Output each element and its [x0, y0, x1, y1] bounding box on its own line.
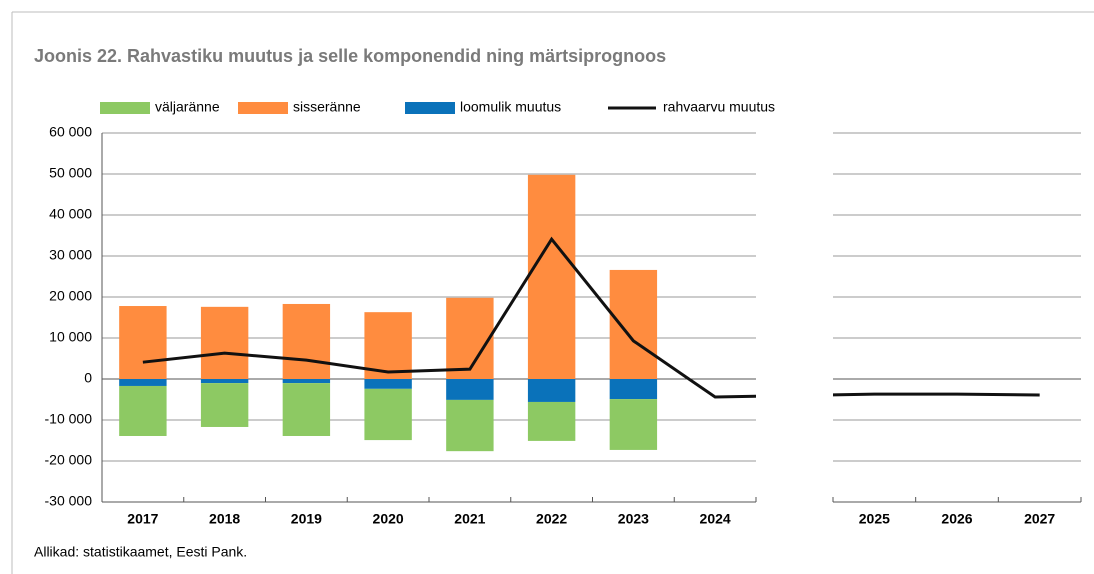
- bar: [119, 306, 167, 379]
- bar: [446, 379, 494, 400]
- legend-label: loomulik muutus: [460, 99, 561, 115]
- bar: [609, 379, 658, 400]
- y-tick-label: 10 000: [49, 329, 92, 345]
- bar: [200, 306, 249, 379]
- x-tick-label: 2024: [700, 511, 731, 527]
- legend-label: väljaränne: [155, 99, 220, 115]
- bar: [282, 383, 331, 436]
- y-tick-label: 0: [84, 370, 92, 386]
- x-tick-label: 2017: [127, 511, 158, 527]
- bar: [282, 379, 331, 384]
- y-tick-label: 20 000: [49, 288, 92, 304]
- legend-swatch: [238, 102, 288, 114]
- y-tick-label: 30 000: [49, 247, 92, 263]
- bar: [446, 399, 494, 452]
- y-tick-label: 40 000: [49, 206, 92, 222]
- bar: [282, 303, 331, 379]
- bar: [527, 401, 576, 441]
- legend-swatch: [100, 102, 150, 114]
- x-tick-label: 2026: [941, 511, 972, 527]
- bar: [200, 379, 249, 384]
- x-tick-label: 2021: [454, 511, 485, 527]
- y-tick-label: 50 000: [49, 165, 92, 181]
- bar: [119, 385, 167, 436]
- bar: [364, 379, 412, 389]
- x-tick-label: 2022: [536, 511, 567, 527]
- bar: [200, 383, 249, 427]
- bar: [609, 269, 658, 379]
- x-tick-label: 2019: [291, 511, 322, 527]
- bar: [527, 379, 576, 402]
- y-tick-label: 60 000: [49, 124, 92, 140]
- source: Allikad: statistikaamet, Eesti Pank.: [34, 544, 247, 560]
- chart-title: Joonis 22. Rahvastiku muutus ja selle ko…: [34, 46, 666, 66]
- legend-label: rahvaarvu muutus: [663, 99, 775, 115]
- legend-label: sisseränne: [293, 99, 361, 115]
- x-tick-label: 2023: [618, 511, 649, 527]
- x-tick-label: 2027: [1024, 511, 1055, 527]
- x-tick-label: 2025: [859, 511, 890, 527]
- y-tick-label: -10 000: [45, 411, 93, 427]
- bar: [446, 297, 494, 379]
- bar: [609, 399, 658, 450]
- bar: [364, 312, 412, 379]
- y-tick-label: -30 000: [45, 493, 93, 509]
- bar: [364, 388, 412, 441]
- y-tick-label: -20 000: [45, 452, 93, 468]
- legend-swatch: [405, 102, 455, 114]
- bar: [527, 174, 576, 379]
- line: [142, 236, 1040, 399]
- x-tick-label: 2018: [209, 511, 240, 527]
- bar: [119, 379, 167, 386]
- x-tick-label: 2020: [373, 511, 404, 527]
